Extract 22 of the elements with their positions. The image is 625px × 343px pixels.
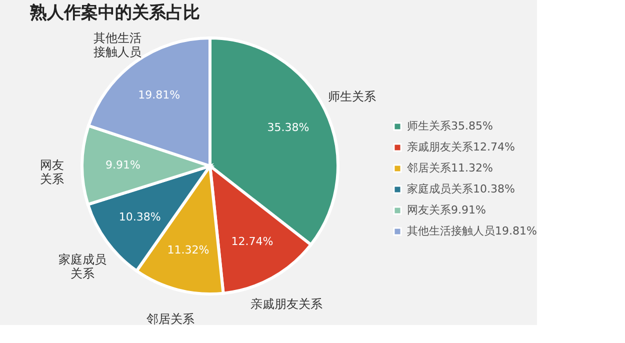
text: 接触人员 — [94, 44, 142, 59]
legend-label: 亲戚朋友关系12.74% — [407, 140, 515, 154]
legend-label: 家庭成员关系10.38% — [407, 182, 515, 196]
data-label: 9.91% — [105, 158, 140, 172]
text: 亲戚朋友关系 — [250, 297, 323, 312]
data-label: 19.81% — [138, 88, 180, 102]
text: 网友 — [40, 158, 64, 172]
data-label: 35.38% — [267, 120, 310, 134]
text: 关系 — [40, 172, 64, 186]
text: 关系 — [70, 266, 95, 280]
legend-label: 其他生活接触人员19.81% — [407, 224, 537, 238]
chart-title: 熟人作案中的关系占比 — [29, 2, 200, 23]
text: 其他生活 — [94, 30, 142, 45]
legend-label: 网友关系9.91% — [407, 204, 486, 216]
text: 邻居关系 — [146, 312, 194, 326]
data-label: 11.32% — [167, 243, 210, 256]
data-label: 10.38% — [118, 210, 161, 224]
data-label: 12.74% — [231, 235, 274, 248]
text: 师生关系 — [328, 90, 376, 104]
legend-label: 邻居关系11.32% — [407, 162, 493, 174]
legend-label: 师生关系35.85% — [407, 120, 493, 132]
text: 家庭成员 — [58, 252, 107, 266]
